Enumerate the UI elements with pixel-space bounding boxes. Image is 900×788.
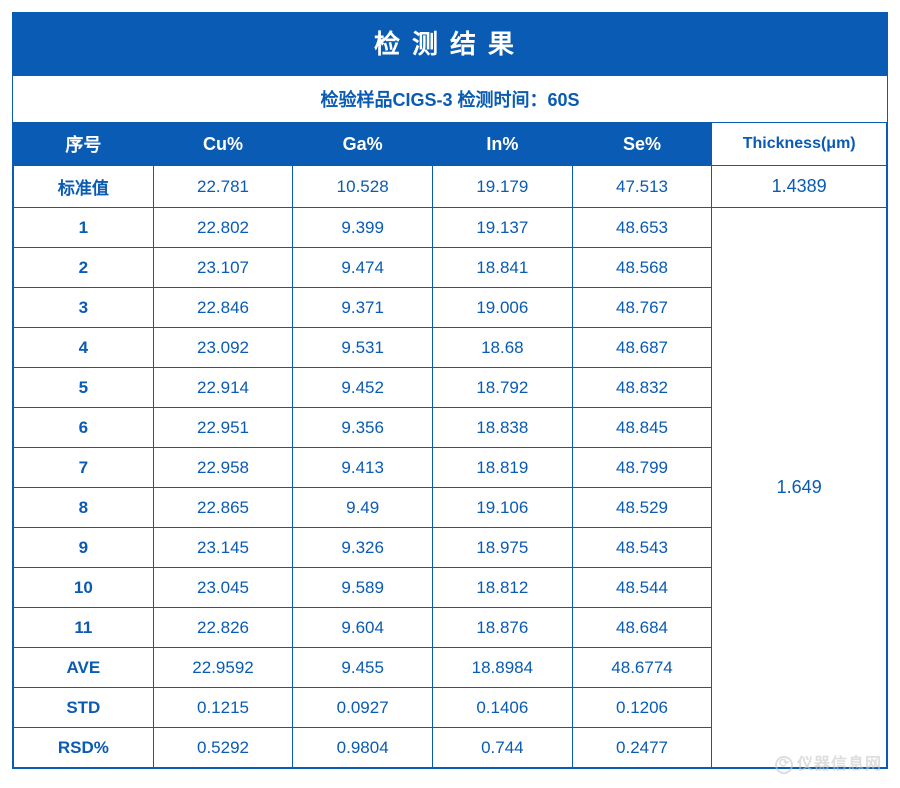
cell-ga: 9.455 (293, 648, 433, 688)
watermark-text: 仪器信息网 (797, 756, 882, 773)
cell-label: 5 (14, 368, 154, 408)
watermark-icon (775, 756, 793, 774)
cell-label: 1 (14, 208, 154, 248)
cell-ga: 9.371 (293, 288, 433, 328)
cell-se: 0.1206 (572, 688, 712, 728)
cell-in: 19.137 (433, 208, 573, 248)
cell-label: 10 (14, 568, 154, 608)
cell-label: 6 (14, 408, 154, 448)
cell-label: STD (14, 688, 154, 728)
cell-ga: 9.356 (293, 408, 433, 448)
cell-se: 48.767 (572, 288, 712, 328)
cell-ga: 0.9804 (293, 728, 433, 768)
cell-cu: 23.092 (153, 328, 293, 368)
cell-cu: 23.045 (153, 568, 293, 608)
cell-cu: 22.951 (153, 408, 293, 448)
cell-ga: 9.531 (293, 328, 433, 368)
table-title: 检测结果 (13, 13, 887, 74)
col-header-in: In% (433, 123, 573, 166)
cell-label: RSD% (14, 728, 154, 768)
cell-cu: 22.846 (153, 288, 293, 328)
cell-cu: 22.802 (153, 208, 293, 248)
cell-label: 11 (14, 608, 154, 648)
cell-in: 19.106 (433, 488, 573, 528)
cell-se: 48.6774 (572, 648, 712, 688)
cell-label: 3 (14, 288, 154, 328)
cell-se: 0.2477 (572, 728, 712, 768)
results-table-container: 检测结果 检验样品CIGS-3 检测时间：60S 序号 Cu% Ga% In% … (12, 12, 888, 769)
cell-cu: 0.1215 (153, 688, 293, 728)
cell-in: 19.179 (433, 166, 573, 208)
cell-in: 18.841 (433, 248, 573, 288)
cell-cu: 22.958 (153, 448, 293, 488)
table-header-row: 序号 Cu% Ga% In% Se% Thickness(μm) (14, 123, 887, 166)
cell-label: 标准值 (14, 166, 154, 208)
table-subtitle: 检验样品CIGS-3 检测时间：60S (13, 74, 887, 122)
cell-se: 48.684 (572, 608, 712, 648)
cell-label: 4 (14, 328, 154, 368)
col-header-ga: Ga% (293, 123, 433, 166)
cell-label: 7 (14, 448, 154, 488)
cell-ga: 9.413 (293, 448, 433, 488)
cell-ga: 9.589 (293, 568, 433, 608)
cell-ga: 9.49 (293, 488, 433, 528)
cell-thickness-merged: 1.649 (712, 208, 887, 768)
cell-in: 18.876 (433, 608, 573, 648)
cell-in: 19.006 (433, 288, 573, 328)
cell-se: 48.543 (572, 528, 712, 568)
cell-in: 18.838 (433, 408, 573, 448)
cell-in: 18.812 (433, 568, 573, 608)
cell-cu: 23.107 (153, 248, 293, 288)
cell-ga: 0.0927 (293, 688, 433, 728)
cell-ga: 9.326 (293, 528, 433, 568)
cell-in: 18.975 (433, 528, 573, 568)
row-standard: 标准值 22.781 10.528 19.179 47.513 1.4389 (14, 166, 887, 208)
cell-in: 18.68 (433, 328, 573, 368)
col-header-cu: Cu% (153, 123, 293, 166)
cell-thickness-standard: 1.4389 (712, 166, 887, 208)
cell-ga: 9.399 (293, 208, 433, 248)
cell-cu: 22.781 (153, 166, 293, 208)
cell-cu: 23.145 (153, 528, 293, 568)
cell-cu: 22.826 (153, 608, 293, 648)
col-header-se: Se% (572, 123, 712, 166)
table-row: 122.8029.39919.13748.6531.649 (14, 208, 887, 248)
col-header-thickness: Thickness(μm) (712, 123, 887, 166)
cell-label: 9 (14, 528, 154, 568)
cell-cu: 0.5292 (153, 728, 293, 768)
cell-se: 48.544 (572, 568, 712, 608)
cell-ga: 9.452 (293, 368, 433, 408)
cell-se: 48.529 (572, 488, 712, 528)
cell-label: AVE (14, 648, 154, 688)
cell-se: 48.845 (572, 408, 712, 448)
cell-in: 18.819 (433, 448, 573, 488)
col-header-index: 序号 (14, 123, 154, 166)
cell-se: 48.653 (572, 208, 712, 248)
cell-cu: 22.9592 (153, 648, 293, 688)
cell-ga: 10.528 (293, 166, 433, 208)
cell-se: 47.513 (572, 166, 712, 208)
cell-label: 8 (14, 488, 154, 528)
cell-in: 0.744 (433, 728, 573, 768)
table-body: 标准值 22.781 10.528 19.179 47.513 1.4389 1… (14, 166, 887, 768)
cell-in: 18.792 (433, 368, 573, 408)
cell-ga: 9.604 (293, 608, 433, 648)
cell-cu: 22.865 (153, 488, 293, 528)
cell-in: 0.1406 (433, 688, 573, 728)
cell-ga: 9.474 (293, 248, 433, 288)
cell-label: 2 (14, 248, 154, 288)
watermark: 仪器信息网 (775, 750, 882, 774)
cell-se: 48.832 (572, 368, 712, 408)
cell-se: 48.568 (572, 248, 712, 288)
cell-in: 18.8984 (433, 648, 573, 688)
cell-se: 48.687 (572, 328, 712, 368)
results-table: 序号 Cu% Ga% In% Se% Thickness(μm) 标准值 22.… (13, 122, 887, 768)
cell-se: 48.799 (572, 448, 712, 488)
cell-cu: 22.914 (153, 368, 293, 408)
